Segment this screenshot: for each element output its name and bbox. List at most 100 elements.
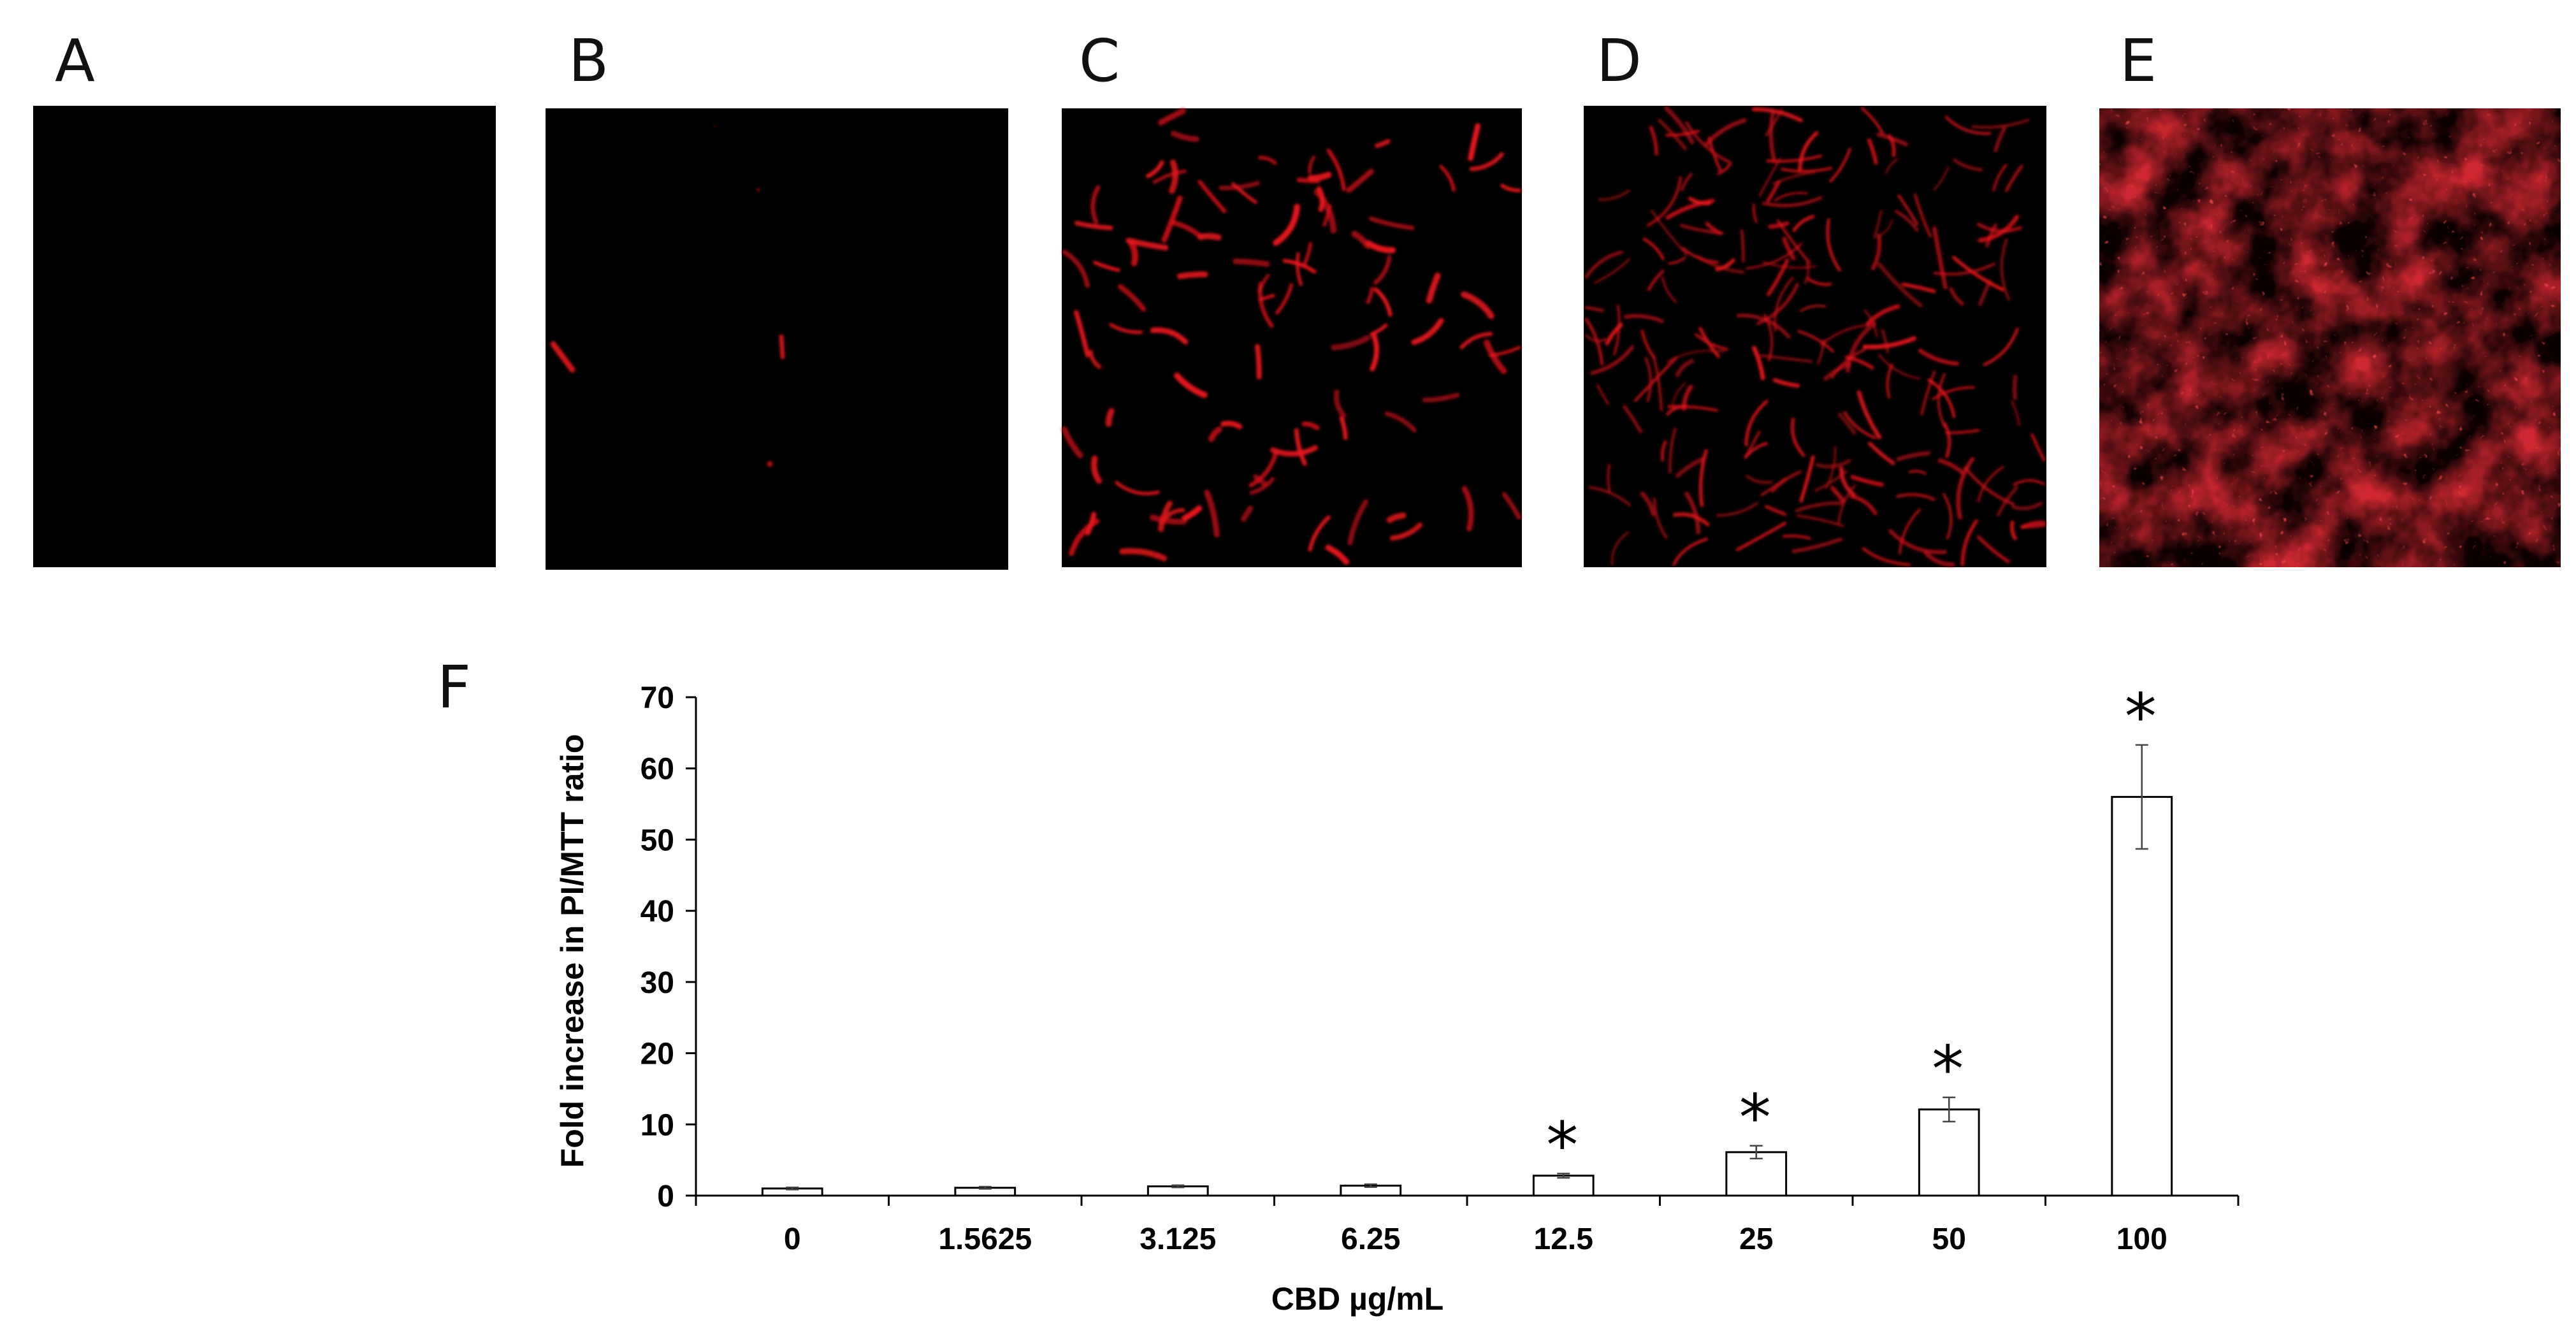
stained-cell	[1326, 148, 1346, 191]
error-bar-25	[1749, 1145, 1763, 1160]
stained-cell	[1653, 497, 1668, 539]
stained-cell	[1119, 547, 1168, 561]
stained-cell	[1173, 372, 1208, 398]
panel-label-d: D	[1596, 27, 1642, 95]
stained-cell	[1780, 166, 1833, 173]
error-bar-6.25	[1364, 1183, 1377, 1188]
stained-cell	[1800, 305, 1827, 312]
panel-b: B	[546, 27, 1008, 570]
stained-cell	[1373, 287, 1393, 317]
chart-bars	[761, 795, 2173, 1197]
stained-cell	[1943, 493, 1953, 540]
stained-cell	[1933, 166, 1950, 191]
stained-cell	[1176, 271, 1208, 280]
stained-cell	[1325, 544, 1350, 565]
stained-cell	[1705, 221, 1722, 235]
stained-cell	[1881, 328, 1890, 354]
stained-cell	[1804, 261, 1810, 284]
significance-star: *	[2125, 679, 2157, 754]
stained-cell	[1792, 215, 1815, 233]
stained-cell	[1667, 405, 1718, 412]
stained-cell	[1182, 505, 1203, 521]
stained-cell	[1296, 252, 1303, 286]
stained-cell	[1660, 440, 1667, 462]
stained-cell	[1992, 164, 2008, 192]
stained-cell	[1422, 392, 1460, 403]
stained-cell	[1960, 519, 1979, 567]
stained-cell	[779, 334, 785, 359]
stained-cell	[1685, 121, 1731, 164]
stained-cell	[1745, 474, 1773, 484]
stained-cell	[1856, 390, 1882, 440]
x-tick-label: 50	[1932, 1222, 1966, 1256]
stained-cell	[1762, 196, 1823, 207]
x-tick-label: 25	[1739, 1222, 1773, 1256]
stained-cell	[1161, 195, 1183, 243]
stained-cell	[2030, 433, 2046, 461]
stained-cell	[1085, 512, 1097, 536]
error-bar-1.5625	[978, 1185, 992, 1190]
stained-cell	[1901, 282, 1936, 293]
y-tick-label: 10	[640, 1108, 674, 1142]
stained-cell	[1115, 481, 1161, 496]
stained-cell	[1971, 118, 2030, 129]
stained-cell	[1461, 291, 1494, 319]
stained-cell	[1468, 123, 1481, 161]
x-tick-label: 1.5625	[938, 1222, 1032, 1256]
stained-cell	[1862, 336, 1917, 349]
stained-cell	[1668, 256, 1686, 264]
chart-significance: * * * *	[1546, 679, 2157, 1183]
stained-cell	[1716, 502, 1759, 517]
stained-cell	[1740, 229, 1745, 263]
stained-cell	[1715, 258, 1735, 271]
stained-cell	[1640, 491, 1656, 517]
y-tick-label: 50	[640, 823, 674, 857]
micrograph-b-cells	[550, 125, 785, 467]
y-tick-label: 40	[640, 895, 674, 929]
stained-cell	[1322, 204, 1332, 227]
stained-cell	[1333, 389, 1347, 419]
stained-cell	[1994, 126, 2007, 153]
stained-cell	[1233, 258, 1270, 267]
stained-cell	[1931, 386, 1975, 400]
stained-cell	[1197, 233, 1222, 241]
stained-cell	[1623, 405, 1643, 434]
stained-cell	[1964, 466, 2015, 506]
stained-cell	[1373, 255, 1392, 285]
stained-cell	[1664, 106, 1695, 145]
stained-cell	[1658, 119, 1688, 150]
stained-cell	[1642, 237, 1665, 261]
stained-cell	[1878, 354, 1921, 380]
y-tick-labels: 0 10 20 30 40 50 60 70	[640, 681, 674, 1213]
x-tick-label: 6.25	[1341, 1222, 1400, 1256]
stained-cell	[550, 341, 575, 373]
panel-f-chart: F * * * * 0 10 20 30 40 50 60 70 0 1.5625 3.125 6.25 1…	[437, 653, 2240, 1317]
error-bar-100	[2135, 744, 2148, 850]
stained-cell	[1823, 362, 1851, 381]
micrograph-c	[1062, 108, 1522, 567]
stained-cell	[2000, 238, 2011, 301]
stained-cell	[1220, 421, 1243, 430]
stained-cell	[1885, 158, 1899, 174]
y-tick-label: 0	[657, 1180, 674, 1213]
stained-cell	[1908, 470, 1927, 475]
stained-cell	[714, 125, 716, 127]
stained-cell	[1649, 126, 1658, 156]
stained-cell	[1248, 451, 1278, 488]
stained-cell	[1644, 357, 1653, 403]
stained-cell	[1584, 317, 1604, 366]
stained-cell	[1665, 198, 1715, 220]
stained-cell	[1661, 276, 1677, 303]
stained-cell	[1770, 470, 1802, 493]
stained-cell	[1074, 310, 1090, 358]
stained-cell	[1735, 521, 1787, 551]
stained-cell	[1795, 501, 1844, 512]
stained-cell	[1899, 508, 1921, 555]
stained-cell	[1109, 322, 1143, 335]
stained-cell	[1623, 314, 1664, 324]
stained-cell	[1983, 328, 2019, 366]
stained-cell	[756, 188, 760, 192]
stained-cell	[1863, 309, 1878, 338]
panel-d: D	[1584, 27, 2046, 567]
stained-cell	[1231, 182, 1257, 204]
